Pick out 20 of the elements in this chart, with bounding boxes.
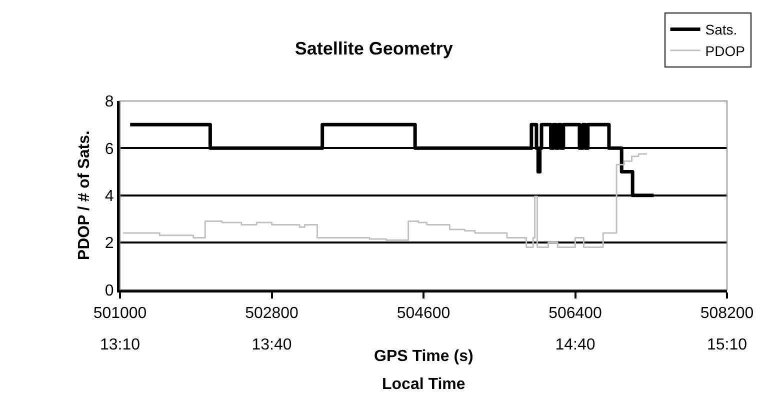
legend-label: PDOP bbox=[705, 42, 745, 59]
x2-tick-label: 14:40 bbox=[555, 336, 596, 354]
y-axis-title: PDOP / # of Sats. bbox=[76, 130, 93, 260]
legend-label: Sats. bbox=[705, 22, 738, 38]
y-tick-label: 4 bbox=[104, 188, 114, 205]
x2-tick-label: 13:10 bbox=[100, 336, 140, 354]
x-tick-label: 504600 bbox=[396, 304, 450, 322]
chart-title: Satellite Geometry bbox=[294, 38, 453, 58]
y-tick-label: 6 bbox=[104, 140, 114, 158]
y-tick-label: 2 bbox=[104, 235, 114, 252]
x-tick-label: 506400 bbox=[548, 304, 602, 322]
x2-tick-label: 15:10 bbox=[706, 336, 748, 354]
y-tick-label: 0 bbox=[104, 282, 114, 300]
x-axis-title: GPS Time (s) bbox=[374, 348, 474, 365]
x2-axis-title: Local Time bbox=[382, 376, 466, 393]
x-tick-label: 508200 bbox=[700, 304, 754, 322]
x-tick-label: 501000 bbox=[93, 304, 147, 322]
y-tick-label: 8 bbox=[104, 94, 114, 111]
x-tick-label: 502800 bbox=[245, 304, 299, 322]
x2-tick-label: 13:40 bbox=[252, 336, 292, 354]
